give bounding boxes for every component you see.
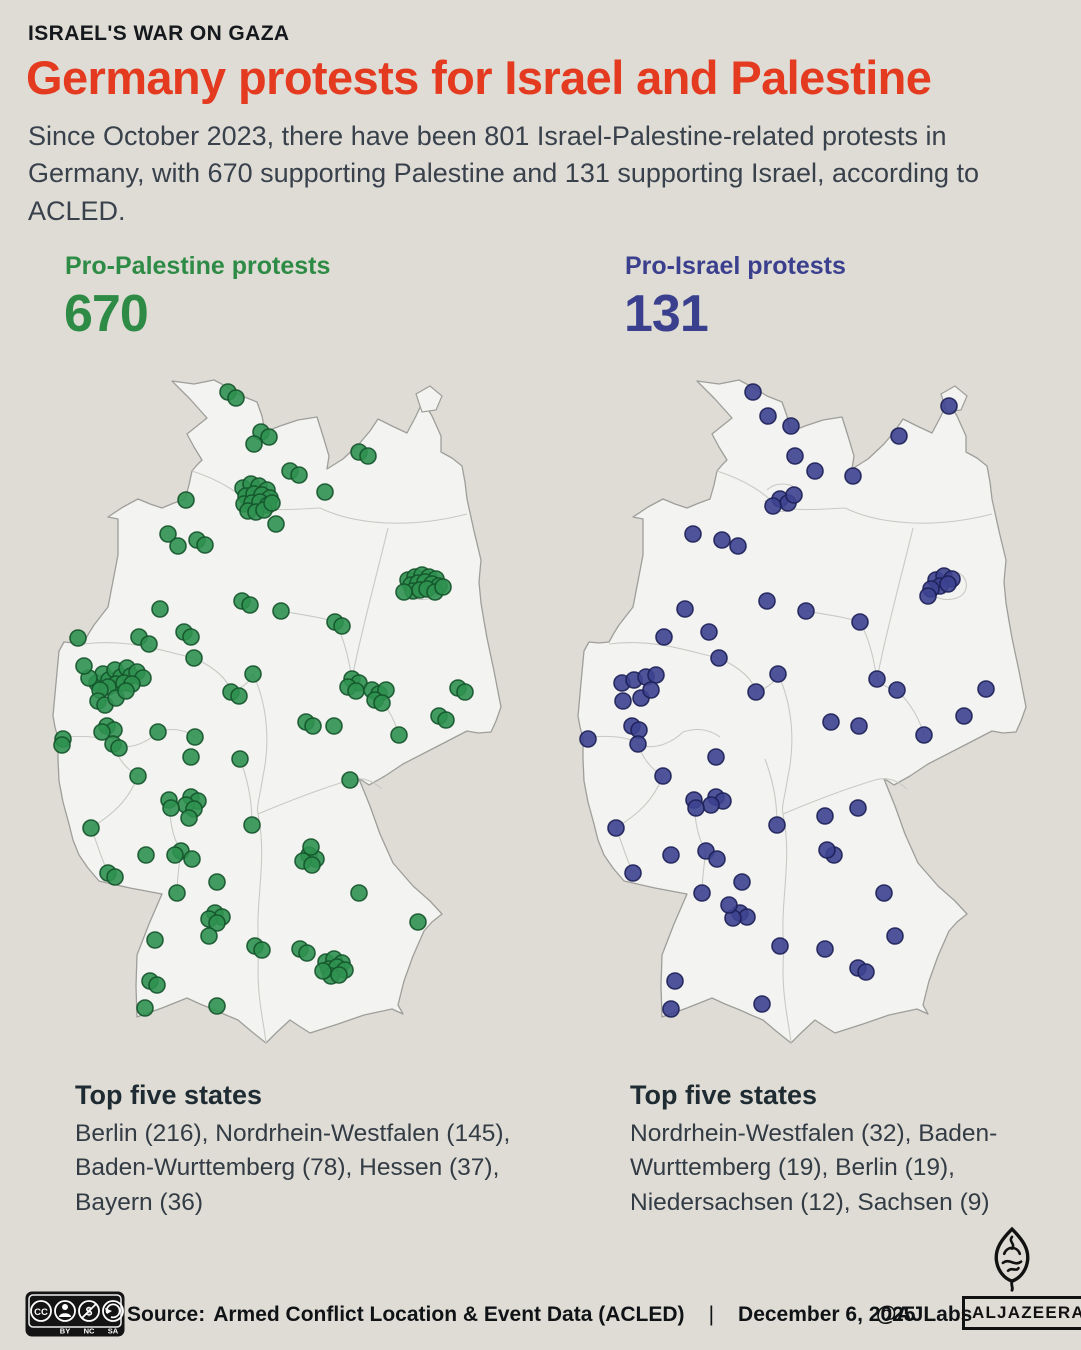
- top-states-israel: Top five states Nordrhein-Westfalen (32)…: [630, 1080, 1070, 1220]
- divider: |: [708, 1303, 715, 1326]
- pro-palestine-label: Pro-Palestine protests: [65, 252, 331, 280]
- aljazeera-calligraphy-icon: [986, 1226, 1038, 1292]
- page-subtitle: Since October 2023, there have been 801 …: [28, 121, 980, 226]
- top-states-palestine: Top five states Berlin (216), Nordrhein-…: [75, 1080, 561, 1220]
- by-label: BY: [60, 1327, 70, 1336]
- map-pro-palestine: [18, 356, 542, 1056]
- nc-label: NC: [84, 1327, 95, 1336]
- top-states-list: Berlin (216), Nordrhein-Westfalen (145),…: [75, 1120, 511, 1216]
- pro-israel-count: 131: [624, 285, 709, 343]
- germany-map-palestine: [52, 379, 502, 1044]
- source-row: Source: Armed Conflict Location & Event D…: [127, 1303, 916, 1327]
- source-label: Source:: [127, 1303, 206, 1326]
- nc-icon: $: [81, 1303, 97, 1319]
- date-text: December 6, 2025: [738, 1303, 916, 1326]
- kicker: ISRAEL'S WAR ON GAZA: [28, 22, 290, 45]
- sa-icon: [105, 1303, 121, 1319]
- pro-palestine-count: 670: [64, 285, 149, 343]
- cc-icon: CC: [34, 1307, 48, 1318]
- by-person-icon: [59, 1304, 71, 1317]
- germany-map-israel: [577, 379, 1027, 1044]
- page-title: Germany protests for Israel and Palestin…: [26, 51, 932, 104]
- top-states-heading: Top five states: [630, 1080, 818, 1110]
- aljazeera-wordmark: ALJAZEERA: [962, 1296, 1081, 1330]
- pro-israel-dots: [579, 383, 995, 1018]
- top-states-heading: Top five states: [75, 1080, 263, 1110]
- pro-israel-label: Pro-Israel protests: [625, 252, 846, 280]
- pro-palestine-dots: [53, 383, 474, 1017]
- sa-label: SA: [108, 1327, 119, 1336]
- source-text: Armed Conflict Location & Event Data (AC…: [213, 1303, 685, 1326]
- ajlabs-credit: @AJLabs: [876, 1303, 973, 1326]
- map-pro-israel: [543, 356, 1067, 1056]
- cc-license-badge: CC $ BY NC SA: [25, 1291, 125, 1337]
- top-states-list: Nordrhein-Westfalen (32), Baden-Wurttemb…: [630, 1120, 998, 1216]
